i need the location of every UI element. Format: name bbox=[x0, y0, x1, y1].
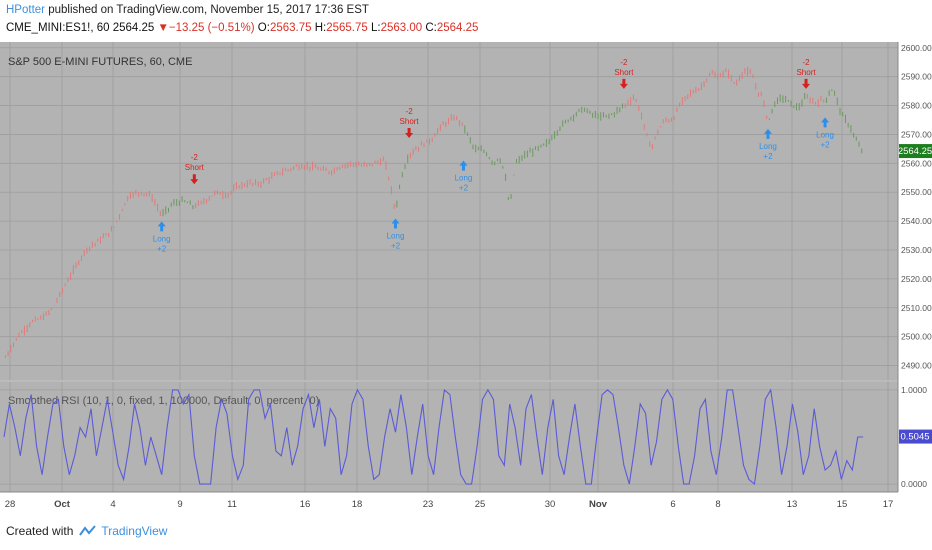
short-signal-label: Short bbox=[185, 163, 205, 172]
short-signal-label: -2 bbox=[620, 58, 628, 67]
price-series bbox=[4, 66, 863, 358]
time-axis-tick: Oct bbox=[54, 499, 71, 510]
price-axis-tick: 2500.00 bbox=[901, 332, 932, 342]
long-signal: Long+2 bbox=[455, 160, 473, 193]
long-signal-label: +2 bbox=[821, 140, 831, 149]
long-signal-label: Long bbox=[759, 142, 777, 151]
price-axis-tick: 2580.00 bbox=[901, 101, 932, 111]
time-axis[interactable]: 28 Oct 4 9 11 16 18 23 25 30 Nov 6 8 13 15 17 bbox=[5, 499, 894, 510]
price-axis-tick: 2510.00 bbox=[901, 303, 932, 313]
chart-area[interactable]: S&P 500 E-MINI FUTURES, 60, CME Long+2-2… bbox=[0, 40, 932, 520]
rsi-pane-title: Smoothed RSI (10, 1, 0, fixed, 1, 100000… bbox=[8, 395, 319, 407]
long-signal-label: +2 bbox=[459, 184, 469, 193]
price-pane-title: S&P 500 E-MINI FUTURES, 60, CME bbox=[8, 56, 192, 68]
price-axis-tick: 2590.00 bbox=[901, 72, 932, 82]
time-axis-tick: 30 bbox=[545, 499, 556, 510]
price-axis-tick: 2550.00 bbox=[901, 187, 932, 197]
time-axis-tick: 11 bbox=[227, 499, 237, 510]
long-signal-label: Long bbox=[816, 130, 834, 139]
long-signal-label: +2 bbox=[157, 244, 167, 253]
rsi-last-label: 0.5045 bbox=[899, 429, 932, 444]
open-value: 2563.75 bbox=[269, 22, 312, 34]
short-signal-label: -2 bbox=[406, 107, 414, 116]
long-signal-label: Long bbox=[153, 234, 171, 243]
price-axis-tick: 2560.00 bbox=[901, 158, 932, 168]
price-axis-tick: 2600.00 bbox=[901, 43, 932, 53]
long-signal: Long+2 bbox=[816, 117, 834, 149]
time-axis-tick: 25 bbox=[475, 499, 486, 510]
time-axis-tick: 13 bbox=[787, 499, 798, 510]
time-axis-tick: 28 bbox=[5, 499, 16, 510]
time-axis-tick: 17 bbox=[883, 499, 894, 510]
short-arrow-icon bbox=[405, 128, 414, 138]
time-axis-tick: Nov bbox=[589, 499, 608, 510]
time-axis-tick: 16 bbox=[300, 499, 311, 510]
last-price-label: 2564.25 bbox=[898, 144, 932, 159]
long-signal-label: +2 bbox=[763, 152, 773, 161]
rsi-line bbox=[3, 388, 864, 486]
time-axis-tick: 4 bbox=[110, 499, 115, 510]
footer: Created with TradingView bbox=[6, 524, 167, 538]
author-link[interactable]: HPotter bbox=[6, 4, 45, 16]
symbol-label[interactable]: CME_MINI:ES1!, 60 bbox=[6, 22, 110, 34]
long-arrow-icon bbox=[157, 221, 166, 232]
time-axis-tick: 9 bbox=[177, 499, 182, 510]
rsi-pane[interactable] bbox=[0, 382, 898, 492]
short-signal-label: -2 bbox=[802, 58, 810, 67]
close-value: 2564.25 bbox=[436, 22, 479, 34]
price-axis-tick: 2490.00 bbox=[901, 361, 932, 371]
time-axis-tick: 6 bbox=[670, 499, 675, 510]
tradingview-logo-icon bbox=[79, 525, 97, 536]
high-value: 2565.75 bbox=[326, 22, 368, 34]
long-signal-label: Long bbox=[387, 231, 405, 240]
long-signal: Long+2 bbox=[387, 218, 405, 250]
short-arrow-icon bbox=[190, 174, 199, 185]
long-arrow-icon bbox=[459, 160, 468, 171]
short-signal-label: -2 bbox=[191, 153, 199, 162]
published-text: published on TradingView.com, November 1… bbox=[48, 4, 369, 16]
last-price: 2564.25 bbox=[112, 22, 155, 34]
high-label: H: bbox=[314, 22, 327, 34]
long-arrow-icon bbox=[763, 128, 772, 139]
long-signal-label: Long bbox=[455, 174, 473, 183]
short-signal-label: Short bbox=[614, 68, 634, 77]
rsi-axis-tick: 1.0000 bbox=[901, 385, 927, 395]
long-signal-label: +2 bbox=[391, 241, 401, 250]
short-arrow-icon bbox=[802, 78, 811, 89]
long-arrow-icon bbox=[391, 218, 400, 229]
open-label: O: bbox=[257, 22, 270, 34]
time-axis-tick: 8 bbox=[715, 499, 720, 510]
publish-line: HPotter published on TradingView.com, No… bbox=[6, 4, 369, 16]
svg-text:2564.25: 2564.25 bbox=[898, 146, 932, 157]
tradingview-brand: TradingView bbox=[101, 524, 168, 538]
ohlc-line: CME_MINI:ES1!, 60 2564.25 ▼−13.25 (−0.51… bbox=[6, 22, 478, 34]
created-with-text: Created with bbox=[6, 524, 74, 538]
price-pane[interactable] bbox=[0, 42, 898, 380]
short-arrow-icon bbox=[619, 78, 628, 89]
long-arrow-icon bbox=[821, 117, 830, 128]
short-signal-label: Short bbox=[796, 68, 816, 77]
price-axis-tick: 2570.00 bbox=[901, 129, 932, 139]
signals-layer: Long+2-2ShortLong+2-2ShortLong+2-2ShortL… bbox=[153, 58, 834, 253]
time-axis-tick: 18 bbox=[352, 499, 363, 510]
tradingview-link[interactable]: TradingView bbox=[79, 524, 167, 538]
price-axis-tick: 2520.00 bbox=[901, 274, 932, 284]
price-axis-tick: 2540.00 bbox=[901, 216, 932, 226]
time-axis-tick: 15 bbox=[837, 499, 848, 510]
time-axis-tick: 23 bbox=[423, 499, 434, 510]
short-signal-label: Short bbox=[400, 117, 420, 126]
low-value: 2563.00 bbox=[380, 22, 423, 34]
low-label: L: bbox=[371, 22, 381, 34]
svg-text:0.5045: 0.5045 bbox=[900, 432, 929, 443]
long-signal: Long+2 bbox=[759, 128, 777, 161]
change-value: ▼−13.25 (−0.51%) bbox=[157, 22, 255, 34]
rsi-axis-tick: 0.0000 bbox=[901, 479, 927, 489]
close-label: C: bbox=[425, 22, 437, 34]
price-axis-tick: 2530.00 bbox=[901, 245, 932, 255]
long-signal: Long+2 bbox=[153, 221, 171, 253]
